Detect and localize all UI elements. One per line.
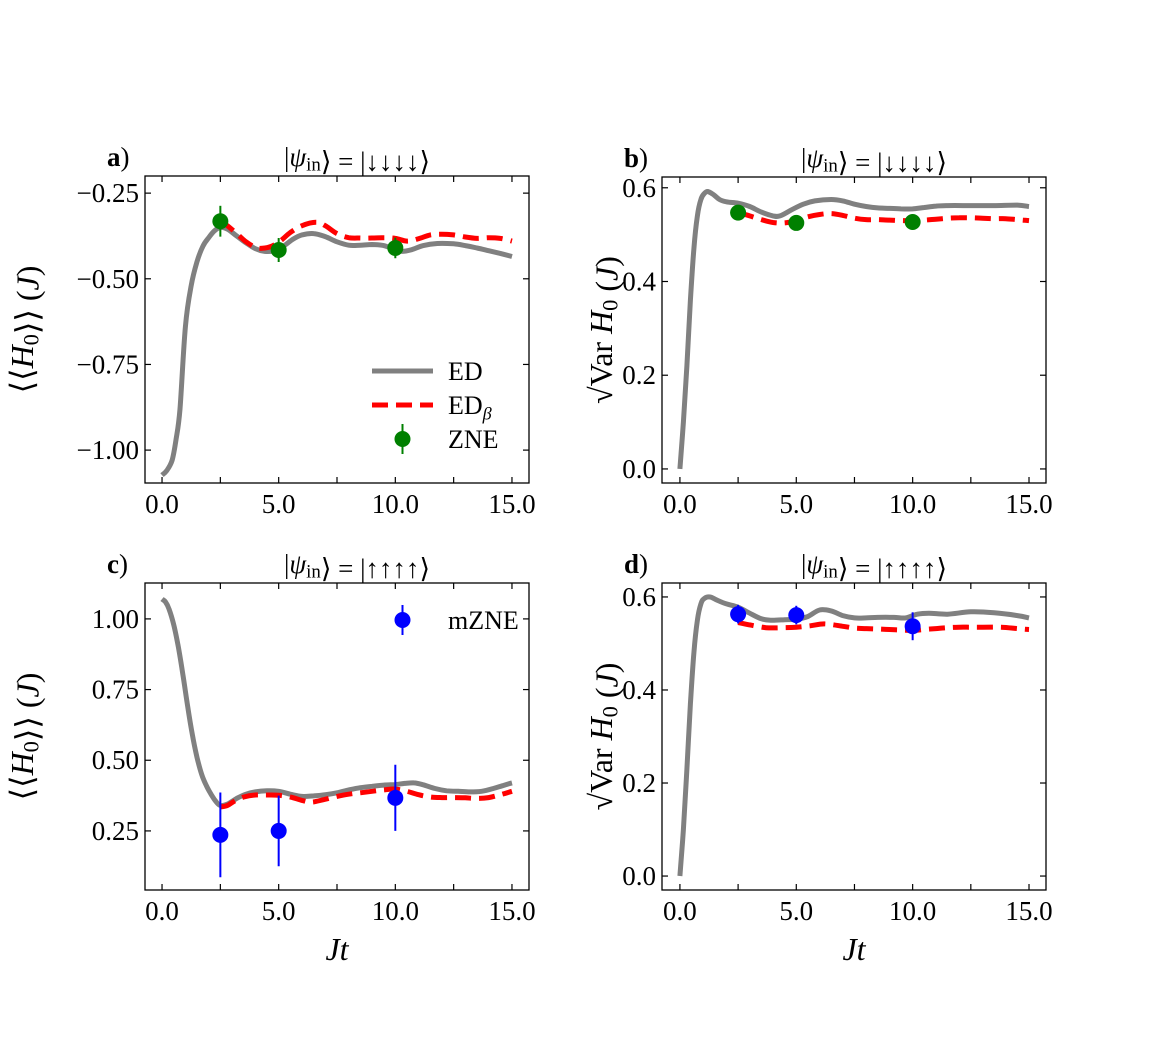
series-line-ed-beta <box>219 786 513 810</box>
legend-label: mZNE <box>448 606 519 635</box>
axes-frame <box>661 176 1047 484</box>
legend-label: ED <box>448 357 483 386</box>
y-axis-label: ⟨⟨H0⟩⟩ (J) <box>4 673 46 801</box>
y-tick-label: 0.75 <box>92 675 139 705</box>
panel-d: 0.0 5.0 10.0 15.0 0.0 0.2 0.4 0.6 |ψin⟩ = |↑↑↑↑⟩… <box>583 549 1053 967</box>
data-point <box>387 789 404 806</box>
y-axis-label: √Var H0 (J) <box>583 256 625 404</box>
x-axis-label: Jt <box>325 931 349 967</box>
y-tick-label: −0.50 <box>77 264 139 294</box>
series-line-ed <box>677 188 1030 470</box>
x-tick-label: 10.0 <box>372 896 419 926</box>
series-line-ed-beta <box>737 210 1030 226</box>
y-axis-label: ⟨⟨H0⟩⟩ (J) <box>4 266 46 394</box>
panel-title: |ψin⟩ = |↑↑↑↑⟩ <box>284 549 430 584</box>
legend-label: ZNE <box>448 425 499 454</box>
panel-letter: d) <box>624 549 648 579</box>
series-line-ed-beta <box>737 620 1030 633</box>
x-tick-label: 15.0 <box>1005 896 1052 926</box>
series-line-ed-beta <box>218 219 513 251</box>
series-line-ed <box>160 224 513 478</box>
series-line-ed <box>677 594 1030 877</box>
y-tick-label: 0.25 <box>92 816 139 846</box>
x-tick-label: 5.0 <box>779 896 813 926</box>
x-tick-label: 10.0 <box>889 896 936 926</box>
y-tick-label: 0.0 <box>622 454 656 484</box>
data-point <box>387 239 404 256</box>
panel-title: |ψin⟩ = |↓↓↓↓⟩ <box>801 143 947 178</box>
data-point <box>730 204 747 221</box>
y-tick-label: 1.00 <box>92 604 139 634</box>
panel-letter: c) <box>107 549 128 579</box>
x-tick-label: 0.0 <box>145 896 179 926</box>
panel-letter: a) <box>107 142 130 172</box>
y-tick-label: 0.6 <box>622 582 656 612</box>
data-point <box>904 213 921 230</box>
panel-title: |ψin⟩ = |↓↓↓↓⟩ <box>284 142 430 177</box>
x-tick-label: 5.0 <box>262 489 296 519</box>
x-tick-label: 10.0 <box>889 489 936 519</box>
y-tick-label: −0.25 <box>77 178 139 208</box>
x-tick-label: 15.0 <box>1005 489 1052 519</box>
data-point <box>730 606 747 623</box>
y-tick-label: 0.6 <box>622 173 656 203</box>
panel-c: 0.0 5.0 10.0 15.0 0.25 0.50 0.75 1.00 |ψin⟩ = |↑… <box>4 549 536 967</box>
y-tick-label: 0.50 <box>92 745 139 775</box>
series-line-ed <box>160 597 513 809</box>
x-tick-label: 15.0 <box>488 489 535 519</box>
data-point <box>904 618 921 635</box>
x-tick-label: 0.0 <box>145 489 179 519</box>
data-point <box>212 826 229 843</box>
legend-label: EDβ <box>448 391 493 423</box>
y-axis-label: √Var H0 (J) <box>583 663 625 811</box>
x-tick-label: 5.0 <box>262 896 296 926</box>
panel-b: 0.0 5.0 10.0 15.0 0.0 0.2 0.4 0.6 |ψin⟩ = |↓↓↓↓⟩… <box>583 143 1053 519</box>
legend-marker <box>394 431 411 447</box>
x-tick-label: 5.0 <box>779 489 813 519</box>
y-tick-label: 0.4 <box>622 675 656 705</box>
data-point <box>788 214 805 231</box>
legend-marker <box>394 612 411 628</box>
plot-area-b <box>677 188 1030 470</box>
y-tick-label: 0.2 <box>622 768 656 798</box>
y-tick-label: 0.2 <box>622 360 656 390</box>
x-tick-label: 10.0 <box>372 489 419 519</box>
x-tick-label: 15.0 <box>488 896 535 926</box>
y-tick-label: −0.75 <box>77 349 139 379</box>
y-tick-label: −1.00 <box>77 435 139 465</box>
plot-area-d <box>677 594 1030 877</box>
panel-letter: b) <box>624 143 648 173</box>
x-tick-label: 0.0 <box>663 896 697 926</box>
data-point <box>788 607 805 624</box>
plot-area-a <box>160 205 513 478</box>
data-point <box>270 242 287 259</box>
x-axis-label: Jt <box>842 931 866 967</box>
data-point <box>270 822 287 839</box>
x-tick-label: 0.0 <box>663 489 697 519</box>
legend: mZNE <box>394 605 519 635</box>
y-tick-label: 0.4 <box>622 266 656 296</box>
data-point <box>212 213 229 230</box>
panel-a: 0.0 5.0 10.0 15.0 −0.25 −0.50 −0.75 −1.00 |ψin⟩ … <box>4 142 536 519</box>
panel-title: |ψin⟩ = |↑↑↑↑⟩ <box>801 549 947 584</box>
y-tick-label: 0.0 <box>622 861 656 891</box>
plot-area-c <box>160 597 513 878</box>
